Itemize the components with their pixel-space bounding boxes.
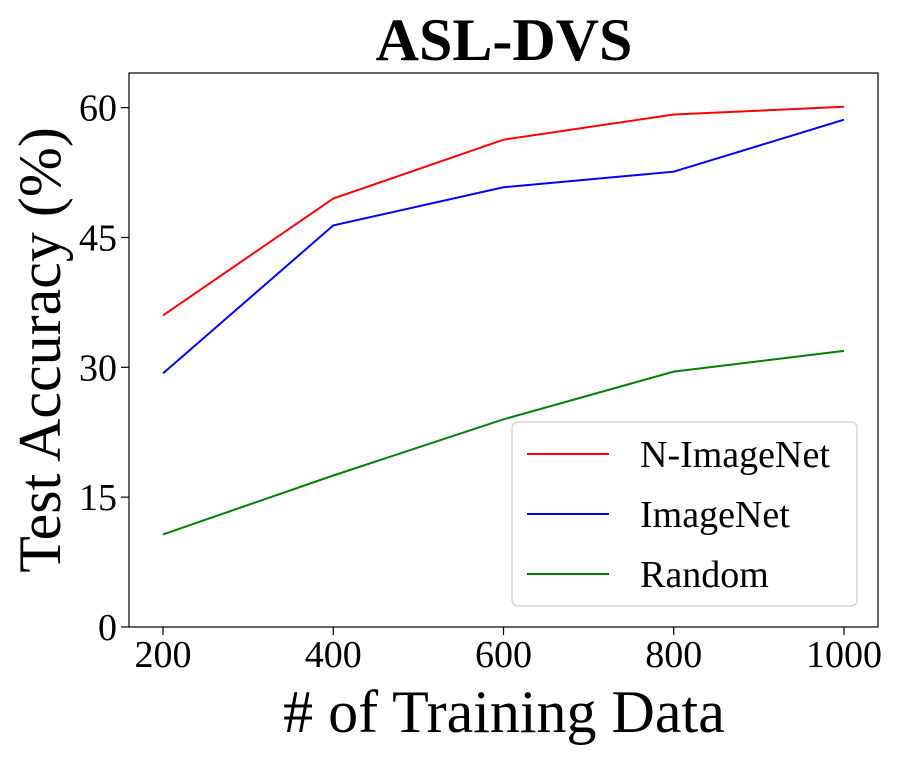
y-tick-label: 45 <box>79 217 117 259</box>
x-axis-ticks: 200 400 600 800 1000 <box>135 627 882 676</box>
legend-label-imagenet: ImageNet <box>640 494 790 536</box>
legend: N-ImageNet ImageNet Random <box>511 421 858 607</box>
legend-label-random: Random <box>640 554 769 596</box>
y-tick-label: 30 <box>79 347 117 389</box>
y-tick-label: 15 <box>79 477 117 519</box>
x-tick-label: 1000 <box>806 634 882 676</box>
x-tick-label: 600 <box>475 634 532 676</box>
legend-box <box>511 421 858 607</box>
x-tick-label: 200 <box>135 634 192 676</box>
series-lines <box>162 105 845 536</box>
y-tick-label: 0 <box>98 607 117 649</box>
series-line-n-imagenet <box>162 105 845 317</box>
legend-label-n-imagenet: N-ImageNet <box>640 434 830 476</box>
series-line-random <box>162 349 845 536</box>
y-tick-label: 60 <box>79 88 117 130</box>
x-tick-label: 400 <box>305 634 362 676</box>
series-line-imagenet <box>162 118 845 375</box>
chart-title: ASL-DVS <box>376 7 633 73</box>
x-axis-label: # of Training Data <box>283 679 725 745</box>
y-axis-ticks: 0 15 30 45 60 <box>79 88 129 649</box>
y-axis-label: Test Accuracy (%) <box>7 127 73 573</box>
x-tick-label: 800 <box>645 634 702 676</box>
